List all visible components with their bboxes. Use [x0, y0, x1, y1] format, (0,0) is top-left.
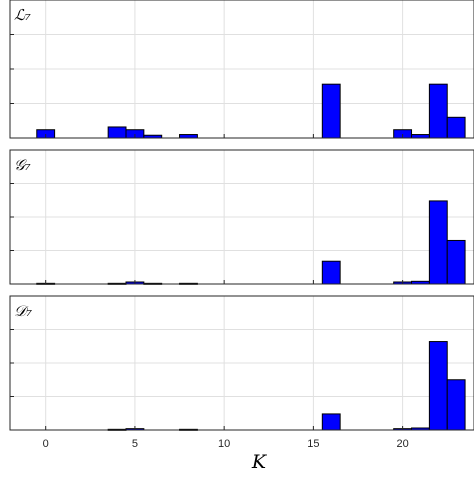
x-tick-label: 10: [218, 438, 230, 450]
bar: [321, 413, 341, 431]
panel-2: 𝒢₇: [9, 149, 474, 285]
x-axis-label: K: [251, 451, 268, 473]
panels-layer: ℒ₇ 𝒢₇ 𝒟₇ 0 5 10 15 20: [9, 0, 474, 450]
bar: [446, 379, 466, 431]
bar: [179, 134, 198, 139]
bar: [321, 260, 341, 285]
x-tick-label: 15: [307, 438, 319, 450]
x-tick-label: 20: [396, 438, 408, 450]
bar: [446, 239, 466, 285]
bar: [411, 134, 430, 139]
panel-3: 𝒟₇: [9, 295, 474, 431]
panel-1: ℒ₇: [9, 0, 474, 139]
bar: [428, 83, 448, 139]
panel-label: 𝒟₇: [14, 302, 32, 320]
bar: [428, 341, 448, 431]
panel-label: 𝒢₇: [14, 156, 31, 174]
panel-frame: [9, 149, 474, 285]
bar: [428, 200, 448, 285]
panel-frame: [9, 295, 474, 431]
x-tick-label: 0: [43, 438, 49, 450]
bar: [107, 126, 127, 139]
bar: [321, 83, 341, 139]
panel-label: ℒ₇: [14, 6, 31, 24]
panel-frame: [9, 0, 474, 139]
bar: [446, 116, 466, 139]
x-tick-label: 5: [132, 438, 138, 450]
